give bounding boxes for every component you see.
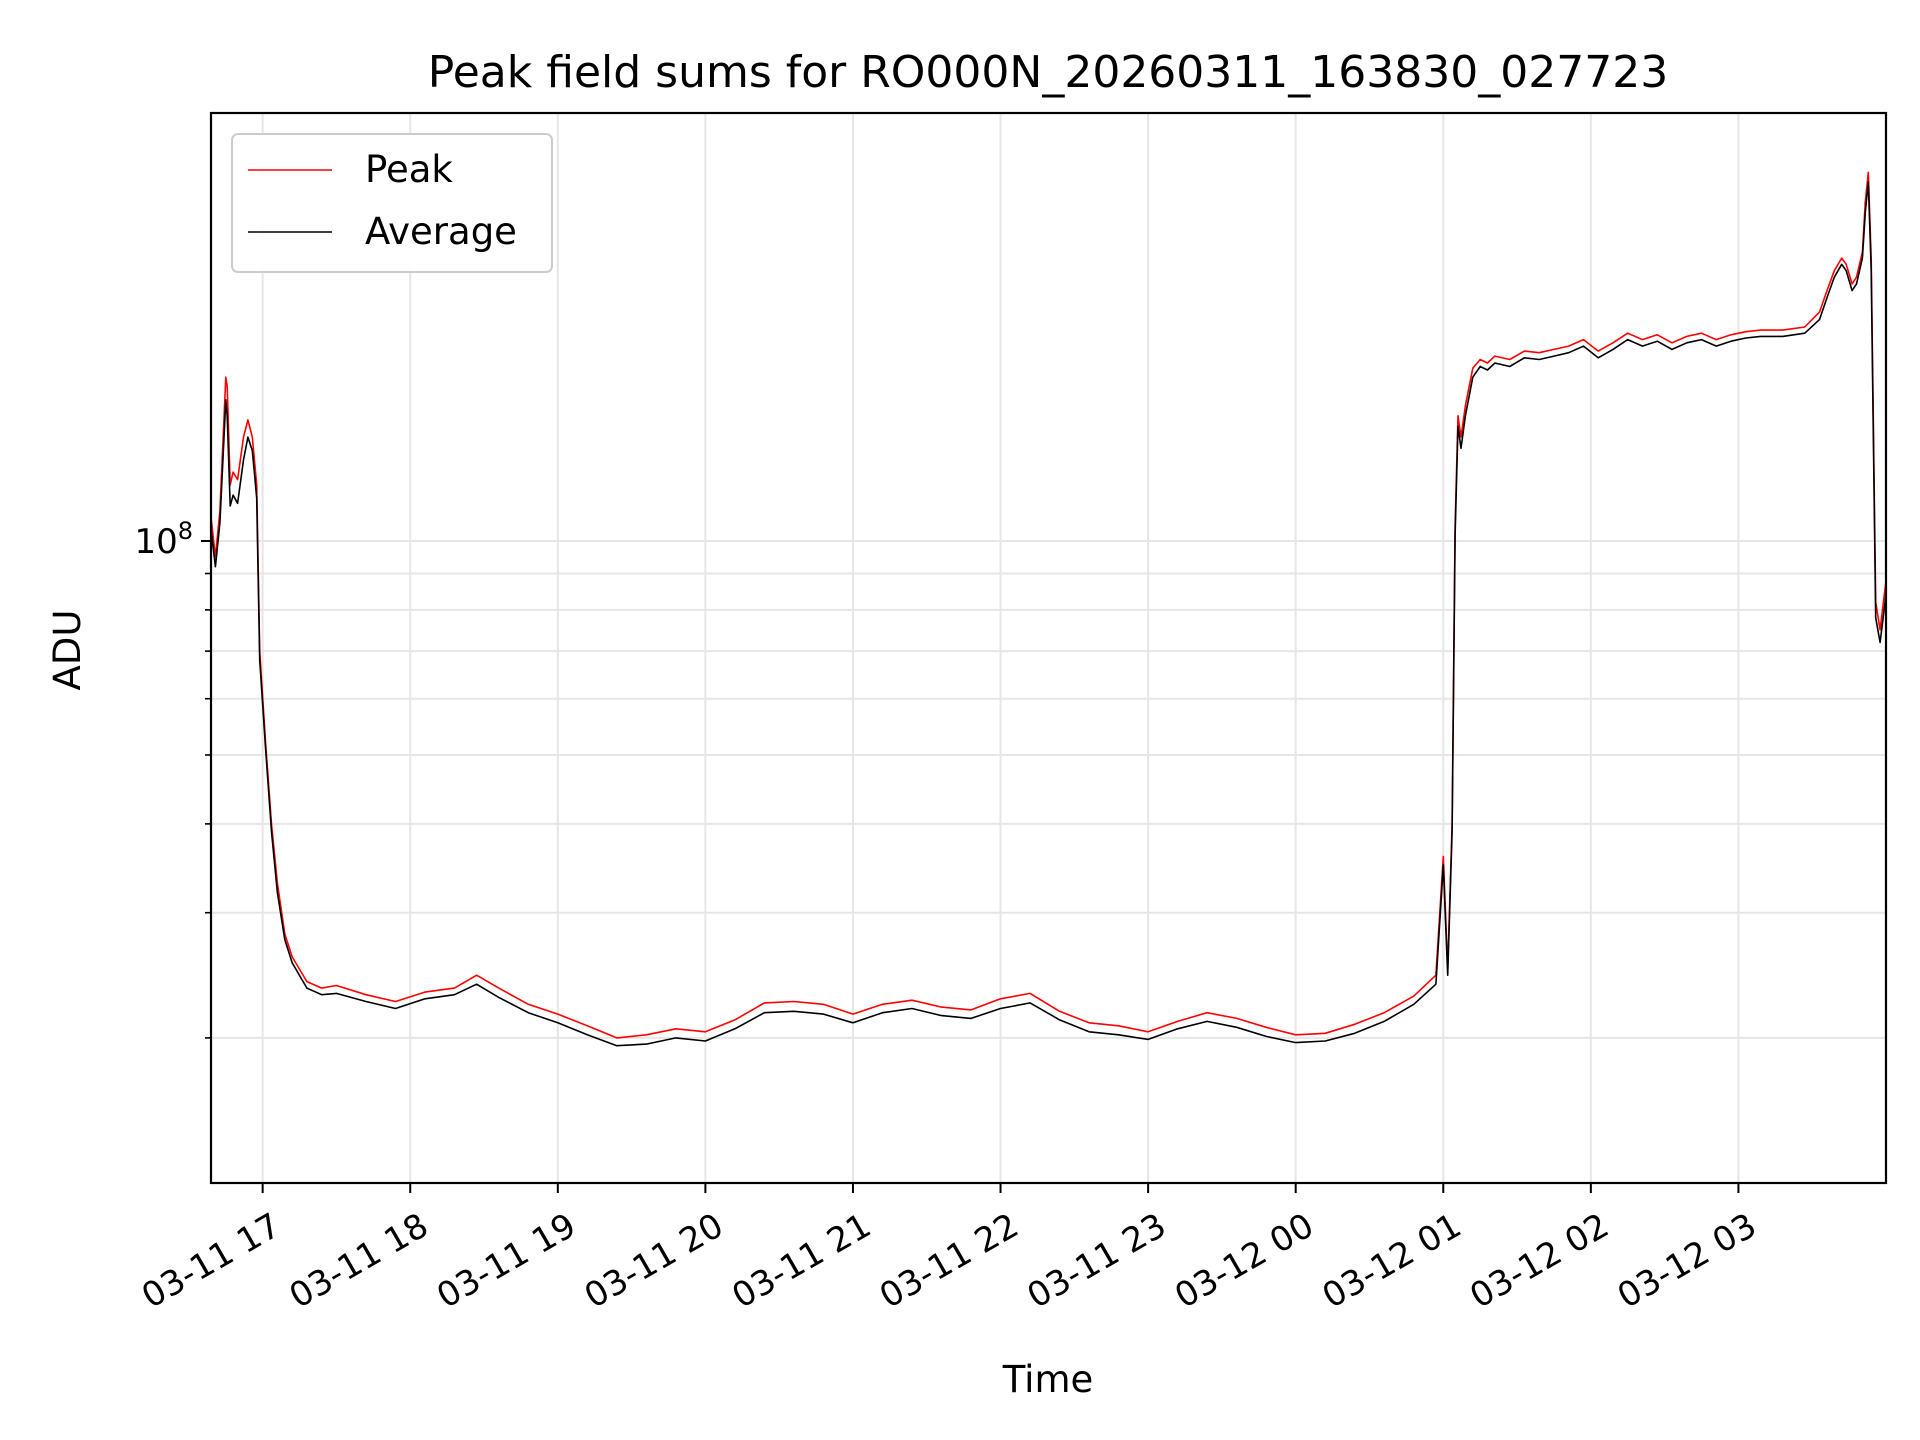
grid — [211, 113, 1886, 1183]
legend-box — [231, 133, 553, 273]
series-line-average — [211, 181, 1886, 1047]
legend: Peak Average — [231, 133, 553, 273]
y-axis-label: ADU — [46, 610, 89, 691]
y-tick-label: 108 — [134, 517, 193, 562]
series-line-peak — [211, 171, 1886, 1039]
y-tick-label-base: 10 — [134, 522, 177, 562]
y-tick-label-exponent: 8 — [178, 517, 193, 545]
x-axis-label: Time — [1002, 1358, 1094, 1401]
y-axis: 108 — [134, 517, 211, 1039]
legend-label-peak: Peak — [365, 148, 453, 191]
legend-label-average: Average — [365, 210, 517, 253]
plot-series-group — [211, 171, 1886, 1047]
chart-title: Peak field sums for RO000N_20260311_1638… — [428, 47, 1668, 98]
plot-frame — [209, 111, 1888, 1185]
